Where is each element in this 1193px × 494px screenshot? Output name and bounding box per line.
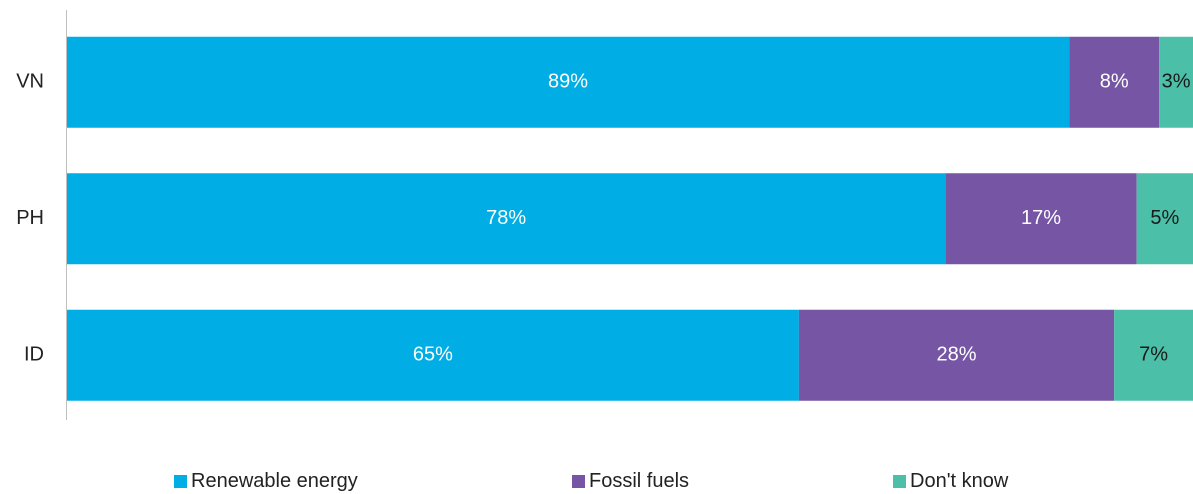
data-label-id-series-0: 65% [413, 344, 453, 366]
bar-ph-series-0 [67, 173, 946, 265]
legend-item-1: Fossil fuels [572, 470, 689, 493]
legend-swatch-2 [893, 475, 906, 488]
data-label-ph-series-2: 5% [1150, 207, 1179, 229]
data-label-id-series-2: 7% [1139, 344, 1168, 366]
legend-label-0: Renewable energy [191, 470, 358, 492]
y-tick-label-id: ID [24, 344, 44, 366]
bar-ph-series-2 [1136, 173, 1193, 265]
data-label-vn-series-0: 89% [548, 71, 588, 93]
stacked-bar-chart: VN 89% 8% 3% PH 78% 17% 5% ID 65% 28% 7% [16, 10, 1193, 420]
bar-vn-series-1 [1069, 36, 1160, 128]
legend-item-0: Renewable energy [174, 470, 358, 493]
legend-label-1: Fossil fuels [589, 470, 690, 492]
bar-id-series-2 [1114, 309, 1193, 401]
bar-id-series-1 [798, 309, 1115, 401]
legend: Renewable energy Fossil fuels Don't know [0, 470, 1193, 494]
data-label-vn-series-1: 8% [1100, 71, 1129, 93]
data-label-ph-series-1: 17% [1021, 207, 1061, 229]
y-tick-label-ph: PH [16, 207, 44, 229]
bar-vn-series-2 [1159, 36, 1193, 128]
data-label-id-series-1: 28% [937, 344, 977, 366]
data-label-vn-series-2: 3% [1162, 71, 1191, 93]
data-label-ph-series-0: 78% [486, 207, 526, 229]
bar-ph-series-1 [945, 173, 1137, 265]
bar-id-series-0 [67, 309, 799, 401]
legend-swatch-1 [572, 475, 585, 488]
y-tick-label-vn: VN [16, 71, 44, 93]
legend-item-2: Don't know [893, 470, 1008, 493]
bar-vn-series-0 [67, 36, 1070, 128]
legend-swatch-0 [174, 475, 187, 488]
legend-label-2: Don't know [910, 470, 1009, 492]
